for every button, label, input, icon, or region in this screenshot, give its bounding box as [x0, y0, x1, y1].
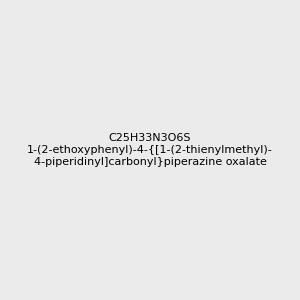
- Text: C25H33N3O6S
1-(2-ethoxyphenyl)-4-{[1-(2-thienylmethyl)-
4-piperidinyl]carbonyl}p: C25H33N3O6S 1-(2-ethoxyphenyl)-4-{[1-(2-…: [27, 134, 273, 166]
